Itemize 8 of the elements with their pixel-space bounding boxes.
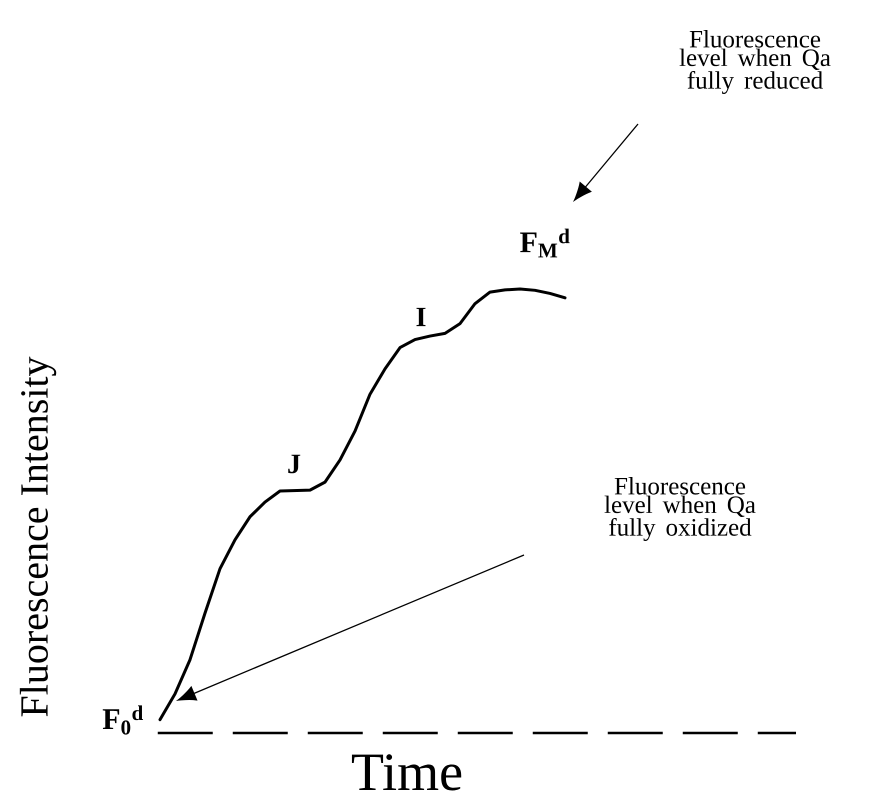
- text: F$_{M}$d: [520, 228, 570, 258]
- annotation: I: [416, 308, 426, 326]
- text: Fluorescence level when Qa fully reduced: [680, 30, 831, 94]
- annotation: Fluorescence level when Qa fully oxidized: [604, 477, 756, 541]
- annotation: J: [288, 454, 300, 474]
- text: F$_{0}$d: [102, 705, 144, 735]
- y-axis-title: Fluorescence Intensity: [20, 356, 56, 716]
- x-axis-title: Time: [352, 754, 462, 791]
